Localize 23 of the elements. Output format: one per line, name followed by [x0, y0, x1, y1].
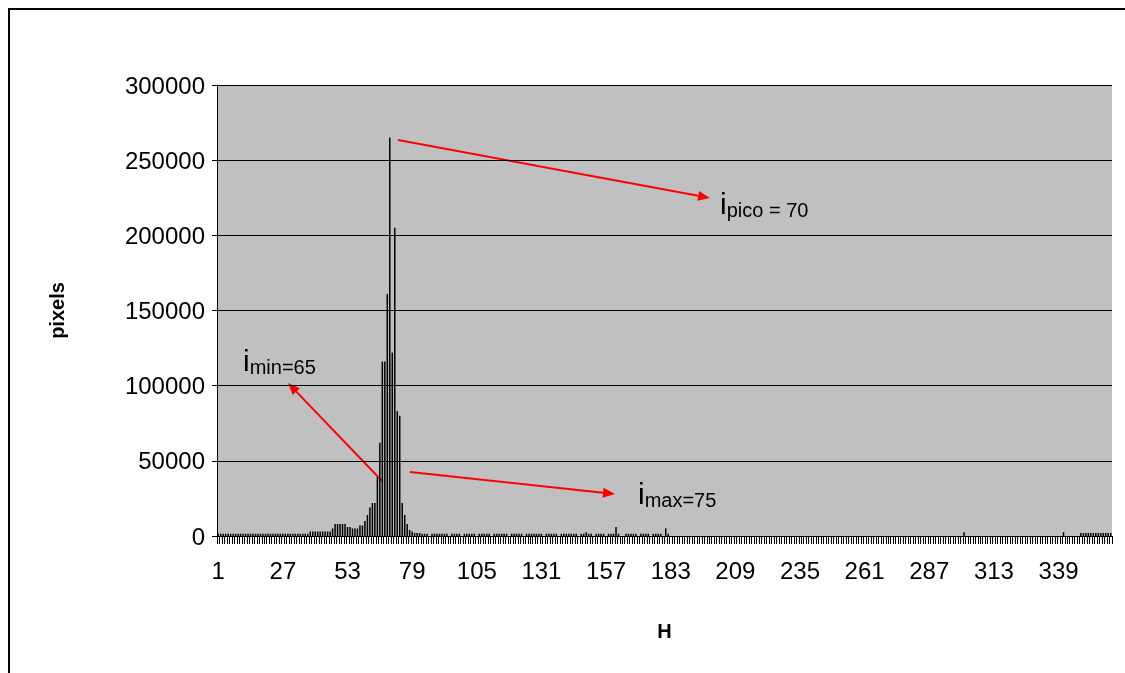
y-tick-label: 150000 [124, 297, 205, 324]
x-tick-label: 209 [715, 556, 756, 584]
y-tick-label: 300000 [124, 71, 205, 99]
x-tick-label: 183 [650, 556, 691, 584]
x-tick-label: 339 [1038, 556, 1079, 584]
x-tick-label: 105 [456, 556, 497, 584]
y-tick-label: 250000 [124, 146, 205, 174]
x-tick-label: 287 [909, 556, 950, 584]
y-tick-label: 100000 [124, 372, 205, 400]
x-tick-label: 79 [398, 556, 426, 584]
x-tick-label: 1 [211, 556, 225, 584]
x-tick-label: 235 [779, 556, 821, 584]
y-tick-label: 50000 [138, 447, 205, 475]
x-tick-label: 261 [844, 556, 885, 584]
x-tick-label: 313 [973, 556, 1014, 584]
y-axis-title: pixels [46, 282, 68, 339]
y-tick-label: 0 [191, 522, 205, 550]
x-tick-label: 53 [334, 556, 361, 584]
x-tick-label: 27 [269, 556, 297, 584]
x-tick-label: 131 [521, 556, 562, 584]
x-axis-title: H [657, 620, 672, 642]
y-tick-label: 200000 [124, 221, 205, 249]
x-tick-label: 157 [586, 556, 627, 584]
